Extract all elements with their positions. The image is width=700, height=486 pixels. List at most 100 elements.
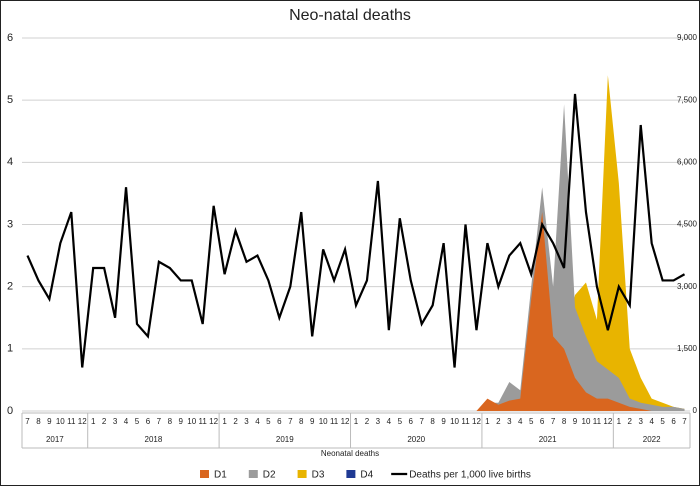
x-group-label: 2017: [46, 435, 64, 444]
y-tick-label: 6: [7, 32, 13, 44]
x-tick-label: 8: [299, 417, 304, 426]
x-tick-label: 8: [36, 417, 41, 426]
x-tick-label: 7: [682, 417, 687, 426]
x-tick-label: 1: [91, 417, 96, 426]
x-tick-label: 9: [47, 417, 52, 426]
x-tick-label: 12: [472, 417, 481, 426]
x-tick-label: 8: [430, 417, 435, 426]
x-tick-label: 4: [387, 417, 392, 426]
x-tick-label: 12: [209, 417, 218, 426]
x-tick-label: 3: [376, 417, 381, 426]
x-tick-label: 3: [638, 417, 643, 426]
x-tick-label: 7: [419, 417, 424, 426]
x-tick-label: 2: [496, 417, 501, 426]
legend-swatch: [346, 470, 356, 478]
x-tick-label: 6: [146, 417, 151, 426]
x-tick-label: 10: [187, 417, 196, 426]
x-tick-label: 2: [628, 417, 633, 426]
y-tick-label: 3: [7, 218, 13, 230]
x-group-label: 2022: [643, 435, 661, 444]
x-tick-label: 10: [56, 417, 65, 426]
x-axis-label: Neonatal deaths: [321, 449, 379, 458]
x-tick-label: 7: [25, 417, 30, 426]
legend-label: D3: [312, 470, 325, 481]
x-tick-label: 12: [341, 417, 350, 426]
y-tick-label: 5: [7, 94, 13, 106]
legend-swatch: [297, 470, 307, 478]
x-tick-label: 3: [507, 417, 512, 426]
y-tick-label: 2: [7, 281, 13, 293]
x-tick-label: 6: [277, 417, 282, 426]
line: [26, 93, 686, 368]
y2-tick-label: 1,500: [677, 344, 698, 353]
y-tick-label: 4: [7, 156, 13, 168]
x-tick-label: 5: [266, 417, 271, 426]
x-group-label: 2018: [145, 435, 163, 444]
chart-title: Neo-natal deaths: [289, 7, 411, 24]
areas: [27, 75, 685, 412]
y2-tick-label: 6,000: [677, 157, 698, 166]
x-tick-label: 9: [441, 417, 446, 426]
x-tick-label: 3: [244, 417, 249, 426]
x-tick-label: 8: [562, 417, 567, 426]
y2-tick-label: 7,500: [677, 95, 698, 104]
x-tick-label: 5: [135, 417, 140, 426]
x-tick-label: 7: [551, 417, 556, 426]
x-tick-label: 1: [222, 417, 227, 426]
x-tick-label: 9: [573, 417, 578, 426]
y2-tick-label: 4,500: [677, 220, 698, 229]
legend: D1 D2 D3 D4 Deaths per 1,000 live births: [200, 470, 531, 481]
x-tick-label: 4: [518, 417, 523, 426]
x-tick-label: 11: [67, 417, 76, 426]
x-tick-label: 6: [409, 417, 414, 426]
x-tick-label: 2: [233, 417, 238, 426]
legend-swatch: [200, 470, 209, 478]
x-tick-label: 10: [319, 417, 328, 426]
y2-tick-label: 3,000: [677, 282, 698, 291]
x-tick-label: 9: [310, 417, 315, 426]
x-tick-label: 12: [78, 417, 87, 426]
y-tick-label: 1: [7, 343, 13, 355]
y-tick-label: 0: [7, 405, 13, 417]
y2-tick-label: 0: [693, 406, 698, 415]
x-tick-label: 8: [168, 417, 173, 426]
x-group-label: 2020: [407, 435, 425, 444]
x-tick-label: 1: [617, 417, 622, 426]
area: [27, 75, 685, 412]
x-tick-label: 12: [603, 417, 612, 426]
legend-label: D2: [263, 470, 276, 481]
x-tick-label: 7: [157, 417, 162, 426]
x-tick-label: 4: [649, 417, 654, 426]
x-tick-label: 11: [461, 417, 470, 426]
x-tick-label: 9: [179, 417, 184, 426]
x-tick-label: 7: [288, 417, 293, 426]
x-tick-label: 2: [365, 417, 370, 426]
area: [27, 104, 685, 412]
y2-tick-label: 9,000: [677, 33, 698, 42]
legend-label: Deaths per 1,000 live births: [409, 470, 531, 481]
x-group-label: 2021: [539, 435, 557, 444]
x-tick-label: 10: [450, 417, 459, 426]
lines: [26, 93, 686, 368]
x-tick-label: 5: [660, 417, 665, 426]
x-tick-label: 10: [582, 417, 591, 426]
x-tick-label: 1: [354, 417, 359, 426]
x-tick-label: 11: [593, 417, 602, 426]
x-tick-label: 11: [330, 417, 339, 426]
x-tick-label: 6: [671, 417, 676, 426]
x-tick-label: 5: [398, 417, 403, 426]
x-tick-label: 1: [485, 417, 490, 426]
x-tick-label: 4: [124, 417, 129, 426]
legend-label: D4: [360, 470, 373, 481]
x-tick-label: 3: [113, 417, 118, 426]
x-tick-label: 4: [255, 417, 260, 426]
legend-swatch: [248, 470, 258, 478]
x-tick-label: 6: [540, 417, 545, 426]
x-tick-label: 5: [529, 417, 534, 426]
x-tick-label: 2: [102, 417, 107, 426]
legend-label: D1: [214, 470, 227, 481]
x-group-label: 2019: [276, 435, 294, 444]
x-tick-label: 11: [199, 417, 208, 426]
